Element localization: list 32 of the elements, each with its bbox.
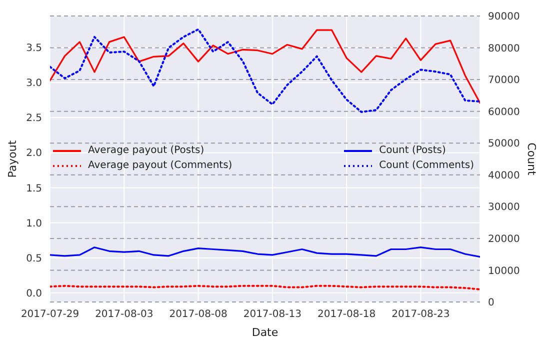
y-tick-label: 0.0 (26, 288, 42, 300)
y2-tick-label: 0 (488, 298, 494, 309)
y2-tick-label: 80000 (488, 43, 520, 54)
line-series (50, 246, 480, 258)
y2-tick-label: 40000 (488, 170, 520, 182)
y2-tick-label: 50000 (488, 138, 520, 150)
y2-tick-label: 90000 (488, 12, 520, 23)
y2-tick-label: 60000 (488, 106, 520, 118)
x-tick-label: 2017-07-29 (20, 309, 80, 320)
legend-label: Average payout (Comments) (88, 160, 232, 171)
x-tick-label: 2017-08-08 (169, 309, 228, 320)
y2-tick-label: 30000 (488, 202, 520, 214)
y-tick-label: 1.0 (26, 218, 42, 230)
x-tick-label: 2017-08-03 (95, 309, 154, 320)
x-tick-label: 2017-08-18 (317, 309, 376, 320)
y2-axis-title: Count (525, 142, 538, 176)
x-axis-title: Date (252, 326, 278, 339)
x-tick-label: 2017-08-13 (243, 309, 302, 320)
y-tick-label: 1.5 (26, 183, 42, 194)
x-tick-label: 2017-08-23 (392, 309, 450, 320)
y2-tick-label: 70000 (488, 75, 520, 86)
legend-label: Average payout (Posts) (88, 145, 204, 156)
y-axis-title: Payout (6, 140, 19, 178)
y-tick-label: 2.5 (26, 113, 42, 124)
legend-label: Count (Posts) (379, 145, 446, 156)
y-tick-label: 0.5 (26, 253, 42, 264)
legend-label: Count (Comments) (379, 160, 474, 171)
y-tick-label: 3.5 (26, 43, 42, 54)
y2-tick-label: 20000 (488, 234, 520, 245)
y-tick-label: 2.0 (26, 148, 42, 160)
y2-tick-label: 10000 (488, 266, 520, 277)
y-tick-label: 3.0 (26, 78, 42, 90)
